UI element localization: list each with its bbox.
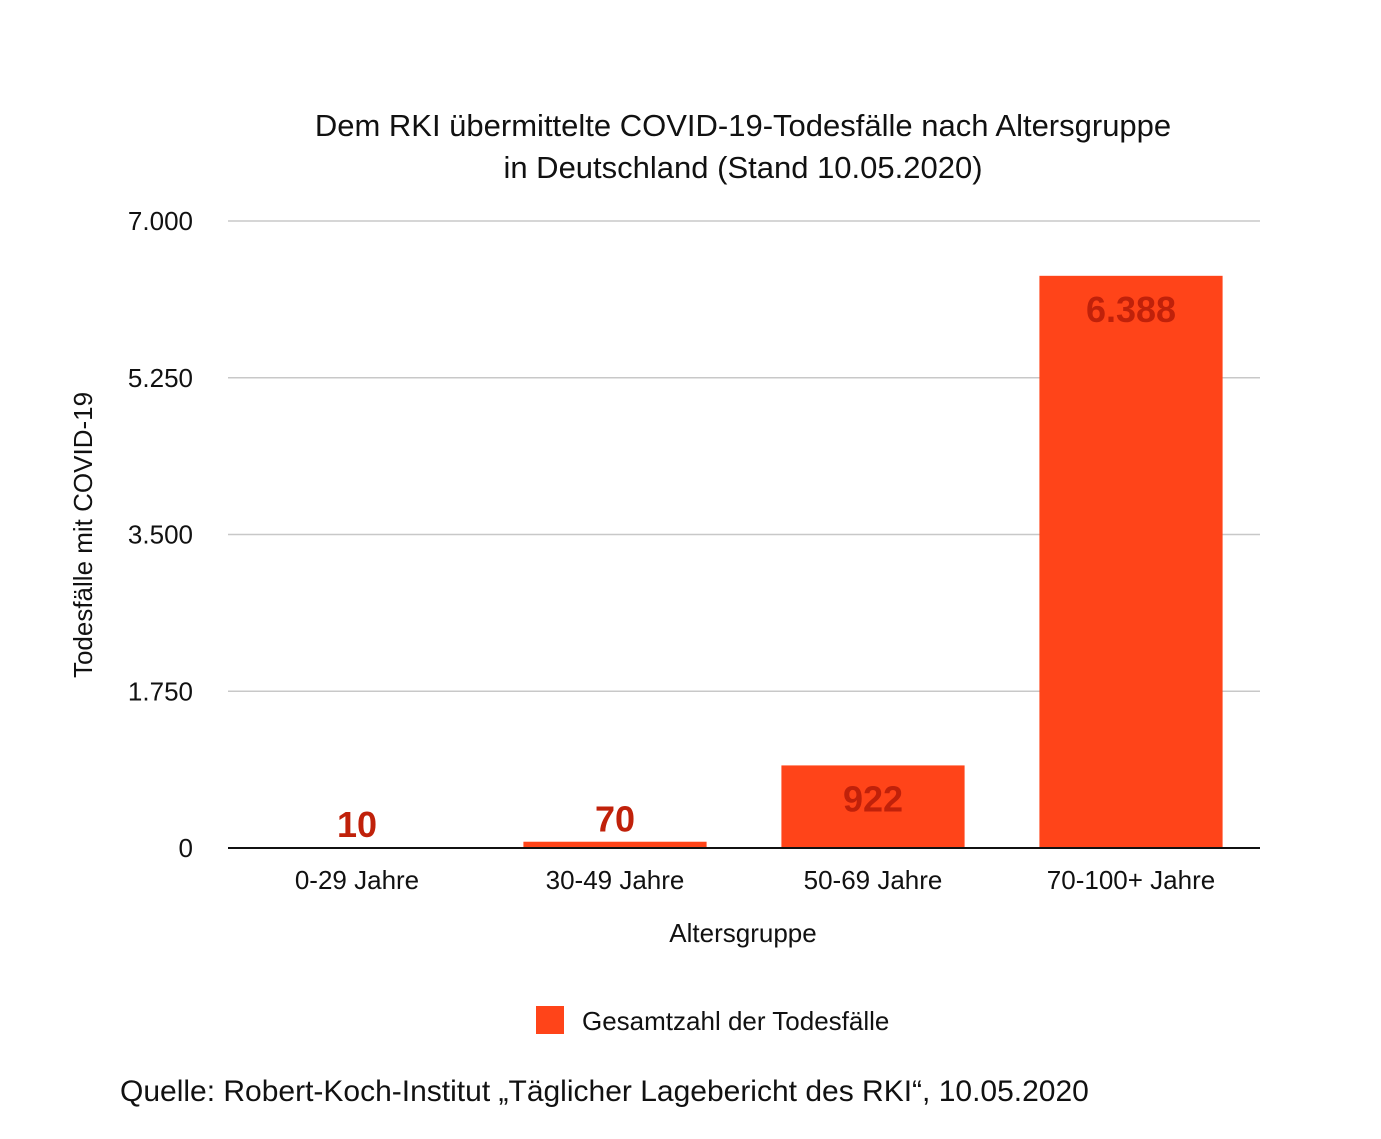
x-axis-ticks: 0-29 Jahre 30-49 Jahre 50-69 Jahre 70-100+ … [295,865,1215,895]
chart-title-line-2: in Deutschland (Stand 10.05.2020) [503,150,982,185]
bars [265,275,1223,848]
x-tick-label: 0-29 Jahre [295,865,419,895]
x-axis-title: Altersgruppe [669,918,816,948]
y-tick-label: 5.250 [128,363,193,393]
chart-title: Dem RKI übermittelte COVID-19-Todesfälle… [315,108,1171,185]
y-tick-label: 3.500 [128,520,193,550]
chart-title-line-1: Dem RKI übermittelte COVID-19-Todesfälle… [315,108,1171,143]
x-tick-label: 70-100+ Jahre [1047,865,1215,895]
bar [781,765,965,848]
data-label: 70 [595,799,635,840]
legend-swatch [536,1006,564,1034]
bar [523,841,707,848]
y-tick-label: 7.000 [128,206,193,236]
x-tick-label: 50-69 Jahre [804,865,943,895]
legend-label: Gesamtzahl der Todesfälle [582,1006,889,1036]
data-label: 10 [337,804,377,845]
source-note: Quelle: Robert-Koch-Institut „Täglicher … [120,1075,1089,1108]
bar [1039,275,1223,848]
y-axis-title: Todesfälle mit COVID-19 [68,392,98,678]
x-tick-label: 30-49 Jahre [546,865,685,895]
y-tick-label: 0 [179,833,193,863]
legend: Gesamtzahl der Todesfälle [536,1006,889,1036]
y-tick-label: 1.750 [128,676,193,706]
data-label: 922 [843,778,903,819]
data-labels: 10 70 922 6.388 [337,289,1176,845]
data-label: 6.388 [1086,289,1176,330]
y-axis-ticks: 0 1.750 3.500 5.250 7.000 [128,206,193,863]
